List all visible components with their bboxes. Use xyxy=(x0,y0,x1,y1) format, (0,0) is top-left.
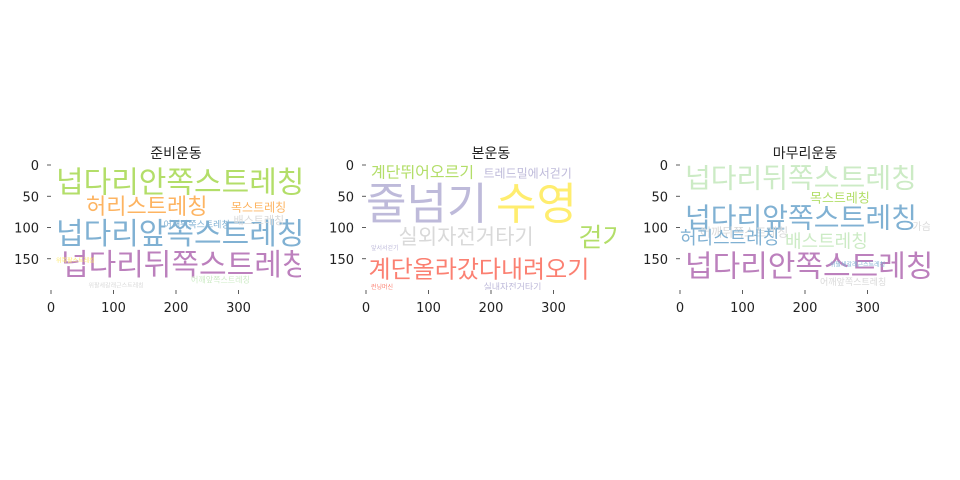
cloud-word: 계단뛰어오르기 xyxy=(371,163,474,182)
cloud-word: 넙다리앞쪽스트레칭 xyxy=(56,217,304,252)
y-tick-label: 0 xyxy=(346,159,354,174)
x-tick-label: 300 xyxy=(226,301,251,316)
cloud-word: 위쪽팔스트레칭 xyxy=(56,257,95,265)
y-tick-label: 100 xyxy=(329,222,354,237)
cloud-word: 어깨앞쪽스트레칭 xyxy=(820,276,886,288)
panel-title: 본운동 xyxy=(472,146,511,162)
cloud-word: 트레드밀에서걷기 xyxy=(484,167,572,181)
y-tick-label: 50 xyxy=(337,190,354,205)
cloud-word: 목스트레칭 xyxy=(810,192,870,207)
x-tick-label: 0 xyxy=(47,301,55,316)
cloud-word: 목스트레칭 xyxy=(231,200,286,214)
cloud-word: 걷기 xyxy=(579,223,627,253)
panel-title: 마무리운동 xyxy=(773,146,838,162)
cloud-word: 넙다리안쪽스트레칭 xyxy=(56,166,304,201)
x-tick-label: 300 xyxy=(855,301,880,316)
cloud-word: 실내자전거타기 xyxy=(484,282,542,293)
cloud-word: 배스트레칭 xyxy=(234,214,285,227)
cloud-word: 넙다리안쪽스트레칭 xyxy=(685,249,933,284)
panel-title: 준비운동 xyxy=(150,146,202,162)
cloud-word: 런닝머신 xyxy=(371,283,393,291)
cloud-word: 넙다리뒤쪽스트레칭 xyxy=(685,162,917,195)
cloud-word: 허리스트레칭 xyxy=(86,195,207,220)
x-tick-label: 100 xyxy=(730,301,755,316)
cloud-word: 넙다리뒤쪽스트레칭 xyxy=(61,248,309,283)
cloud-word: 어깨앞쪽스트레칭 xyxy=(191,275,250,285)
y-tick-label: 150 xyxy=(14,253,39,268)
wordcloud-panel-3: 마무리운동넙다리뒤쪽스트레칭목스트레칭넙다리앞쪽스트레칭어깨뒤쪽스트레칭허리스트… xyxy=(643,146,933,316)
x-tick-label: 200 xyxy=(479,301,504,316)
y-tick-label: 0 xyxy=(660,159,668,174)
cloud-word: 어깨뒤쪽스트레칭 xyxy=(700,225,788,239)
y-tick-label: 0 xyxy=(31,159,39,174)
x-tick-label: 0 xyxy=(362,301,370,316)
x-tick-label: 300 xyxy=(541,301,566,316)
cloud-word: 어깨뒤쪽스트레칭 xyxy=(164,219,230,231)
cloud-word: 넙다리앞쪽스트레칭 xyxy=(685,202,917,235)
x-tick-label: 200 xyxy=(164,301,189,316)
y-tick-label: 100 xyxy=(643,222,668,237)
x-tick-label: 100 xyxy=(416,301,441,316)
y-tick-label: 50 xyxy=(22,190,39,205)
cloud-word: 수영 xyxy=(496,179,577,230)
cloud-word: 계단올라갔다내려오기 xyxy=(369,256,590,284)
cloud-word: 실외자전거타기 xyxy=(399,225,534,249)
y-tick-label: 150 xyxy=(329,253,354,268)
cloud-word: 허리스트레칭 xyxy=(680,228,779,249)
cloud-word: 앞서서걷기 xyxy=(371,244,399,252)
x-tick-label: 200 xyxy=(793,301,818,316)
cloud-word: 위팔세갈래근스트레칭 xyxy=(830,260,885,268)
y-tick-label: 100 xyxy=(14,222,39,237)
y-tick-label: 50 xyxy=(651,190,668,205)
cloud-word: 위팔세갈래근스트레칭 xyxy=(89,282,144,290)
cloud-word: 줄넘기 xyxy=(366,179,487,230)
cloud-word: 가슴 xyxy=(913,221,931,233)
y-tick-label: 150 xyxy=(643,253,668,268)
cloud-word: 배스트레칭 xyxy=(785,232,868,253)
x-tick-label: 0 xyxy=(676,301,684,316)
x-tick-label: 100 xyxy=(101,301,126,316)
